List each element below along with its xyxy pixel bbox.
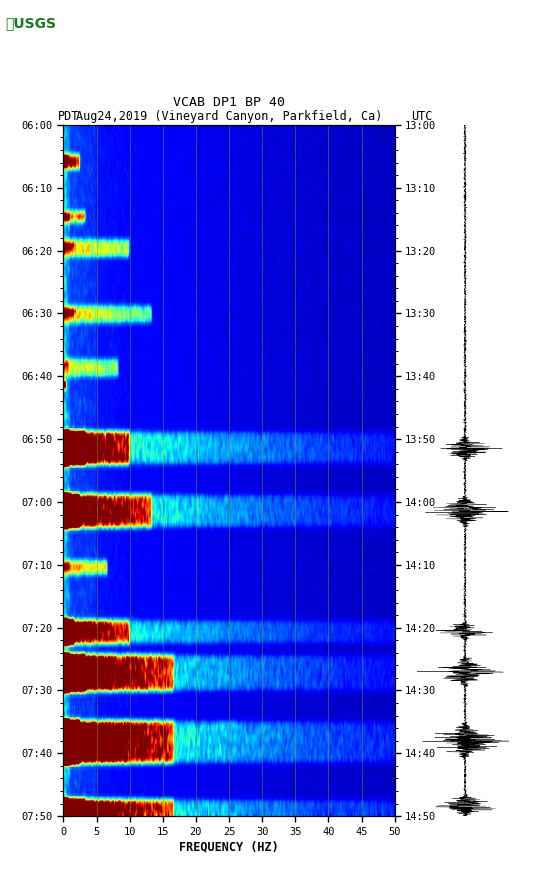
Text: UTC: UTC (412, 110, 433, 123)
Text: ⛰USGS: ⛰USGS (6, 16, 56, 30)
Text: PDT: PDT (58, 110, 79, 123)
X-axis label: FREQUENCY (HZ): FREQUENCY (HZ) (179, 841, 279, 854)
Text: Aug24,2019 (Vineyard Canyon, Parkfield, Ca): Aug24,2019 (Vineyard Canyon, Parkfield, … (76, 110, 383, 123)
Text: VCAB DP1 BP 40: VCAB DP1 BP 40 (173, 95, 285, 109)
